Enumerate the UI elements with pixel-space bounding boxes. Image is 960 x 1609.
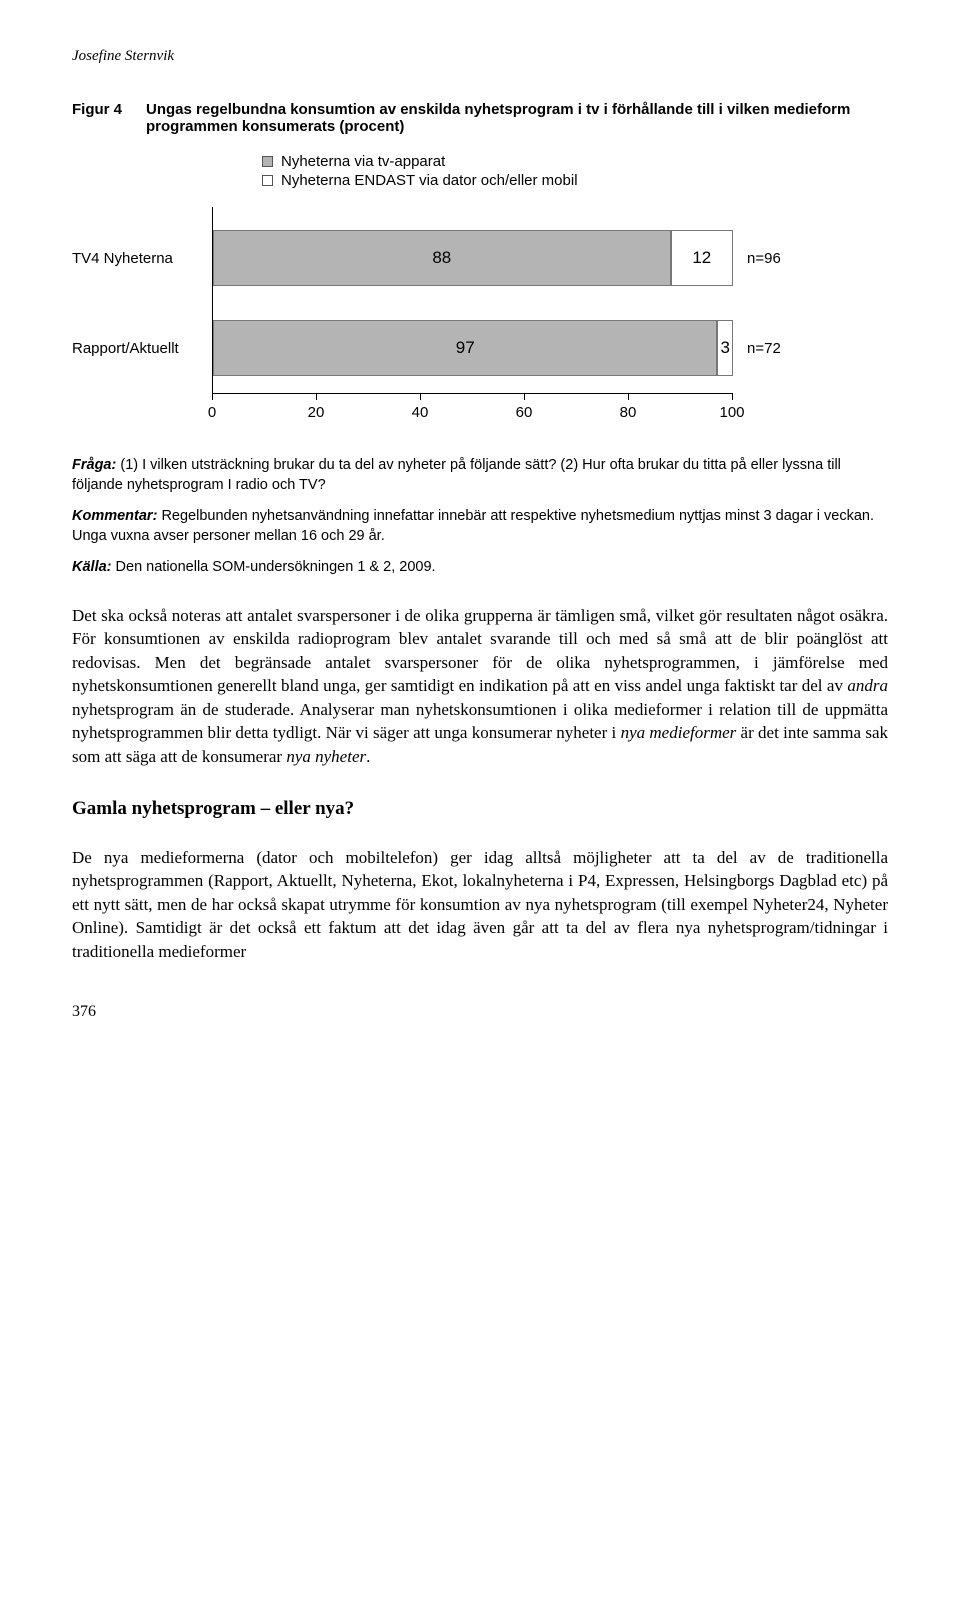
axis-tick-icon (524, 394, 525, 400)
axis-tick-icon (212, 394, 213, 400)
comment-text: Regelbunden nyhetsanvändning innefattar … (72, 508, 874, 544)
legend-label: Nyheterna via tv-apparat (281, 153, 445, 170)
question-lead: Fråga: (72, 457, 116, 473)
axis-tick-label: 60 (516, 404, 533, 421)
axis-tick-label: 20 (308, 404, 325, 421)
bar-segment: 3 (717, 320, 733, 376)
page-number: 376 (72, 1003, 888, 1021)
bar-slot: 97 3 (213, 303, 733, 393)
running-head: Josefine Sternvik (72, 48, 888, 65)
figure-header: Figur 4 Ungas regelbundna konsumtion av … (72, 101, 888, 135)
body-paragraph: Det ska också noteras att antalet svarsp… (72, 604, 888, 768)
axis-tick-icon (420, 394, 421, 400)
axis-tick-label: 40 (412, 404, 429, 421)
legend-swatch-icon (262, 175, 273, 186)
chart-n-labels: n=96 n=72 (733, 213, 781, 394)
emphasis: nya nyheter (286, 747, 366, 766)
axis-tick-label: 100 (719, 404, 744, 421)
stacked-bar: 97 3 (213, 320, 733, 376)
bar-segment: 88 (213, 230, 671, 286)
legend-label: Nyheterna ENDAST via dator och/eller mob… (281, 172, 578, 189)
axis-tick-icon (732, 394, 733, 400)
bar-chart: TV4 Nyheterna Rapport/Aktuellt 88 12 97 … (72, 213, 888, 428)
emphasis: nya medieformer (621, 723, 737, 742)
text-run: . (366, 747, 370, 766)
stacked-bar: 88 12 (213, 230, 733, 286)
legend-item: Nyheterna ENDAST via dator och/eller mob… (262, 172, 888, 189)
section-heading: Gamla nyhetsprogram – eller nya? (72, 798, 888, 820)
question-text: (1) I vilken utsträckning brukar du ta d… (72, 457, 841, 493)
text-run: Det ska också noteras att antalet svarsp… (72, 606, 888, 695)
n-label: n=96 (747, 250, 781, 267)
axis-tick-label: 80 (620, 404, 637, 421)
bar-segment: 12 (671, 230, 733, 286)
paragraph: Det ska också noteras att antalet svarsp… (72, 604, 888, 768)
comment-lead: Kommentar: (72, 508, 157, 524)
figure-caption: Fråga: (1) I vilken utsträckning brukar … (72, 456, 888, 578)
figure-title: Ungas regelbundna konsumtion av enskilda… (146, 101, 888, 135)
figure-comment: Kommentar: Regelbunden nyhetsanvändning … (72, 507, 888, 546)
figure-number: Figur 4 (72, 101, 122, 135)
n-label: n=72 (747, 340, 781, 357)
figure-question: Fråga: (1) I vilken utsträckning brukar … (72, 456, 888, 495)
bar-segment: 97 (213, 320, 717, 376)
legend-swatch-icon (262, 156, 273, 167)
axis-tick-icon (316, 394, 317, 400)
axis-tick-icon (628, 394, 629, 400)
chart-plot-area: 88 12 97 3 (212, 213, 733, 394)
axis-tick-label: 0 (208, 404, 216, 421)
category-label: Rapport/Aktuellt (72, 340, 202, 357)
source-lead: Källa: (72, 559, 112, 575)
category-label: TV4 Nyheterna (72, 250, 202, 267)
axis-tick-icon (212, 207, 213, 213)
paragraph: De nya medieformerna (dator och mobiltel… (72, 846, 888, 963)
source-text: Den nationella SOM-undersökningen 1 & 2,… (116, 559, 436, 575)
body-paragraph: De nya medieformerna (dator och mobiltel… (72, 846, 888, 963)
figure-source: Källa: Den nationella SOM-undersökningen… (72, 558, 888, 578)
legend-item: Nyheterna via tv-apparat (262, 153, 888, 170)
x-axis-labels: 020406080100 (212, 404, 732, 428)
chart-y-labels: TV4 Nyheterna Rapport/Aktuellt (72, 213, 212, 394)
x-axis-ticks (212, 394, 732, 402)
chart-legend: Nyheterna via tv-apparat Nyheterna ENDAS… (262, 153, 888, 189)
emphasis: andra (847, 676, 888, 695)
bar-slot: 88 12 (213, 213, 733, 303)
